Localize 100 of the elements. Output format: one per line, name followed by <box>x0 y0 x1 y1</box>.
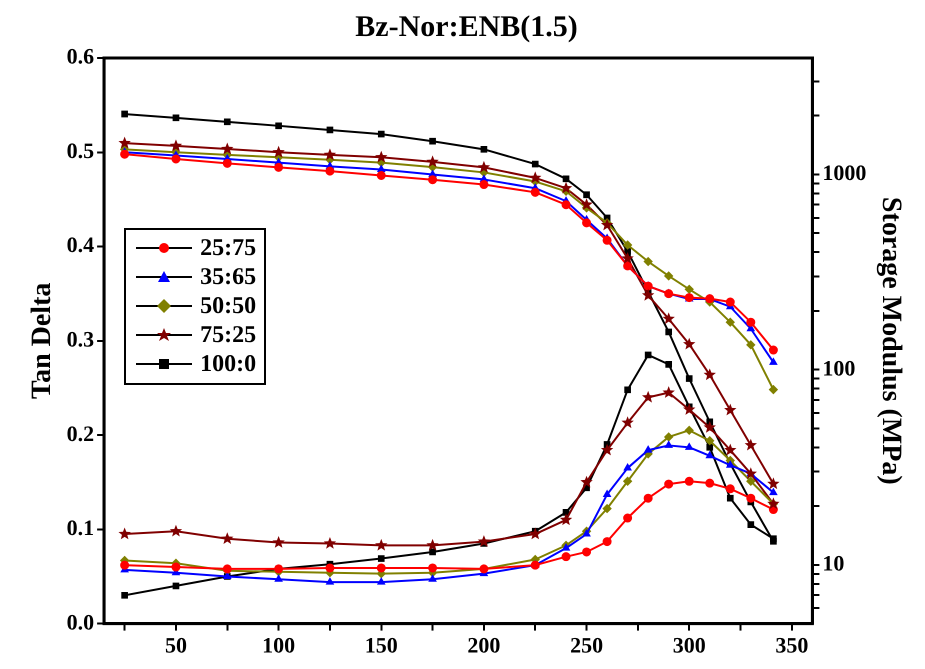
point <box>706 444 714 451</box>
point <box>746 318 756 327</box>
point <box>562 544 570 551</box>
point <box>562 200 571 210</box>
point <box>221 532 234 544</box>
point <box>726 318 735 327</box>
point <box>644 257 653 266</box>
point <box>769 358 778 365</box>
point <box>172 114 180 122</box>
point <box>767 477 780 490</box>
point <box>747 521 754 528</box>
point <box>664 432 674 442</box>
point <box>705 436 714 446</box>
point <box>121 110 128 118</box>
point <box>580 198 593 210</box>
point <box>726 484 735 494</box>
point <box>623 514 632 523</box>
point <box>623 240 632 250</box>
point <box>325 166 334 176</box>
point <box>324 536 336 549</box>
point <box>560 513 572 526</box>
point <box>377 578 386 585</box>
point <box>684 284 694 294</box>
point <box>118 528 131 540</box>
point <box>120 150 130 159</box>
point <box>426 538 439 551</box>
point <box>624 464 632 471</box>
point <box>600 444 614 456</box>
y-tick-label: 0.4 <box>66 232 94 258</box>
point <box>746 494 756 503</box>
point <box>644 494 653 503</box>
point <box>642 288 654 301</box>
point <box>746 476 756 486</box>
point <box>769 488 778 496</box>
point <box>326 126 334 134</box>
point <box>724 444 736 456</box>
point <box>172 582 180 590</box>
point <box>744 467 757 479</box>
legend-label: 75:25 <box>200 322 256 349</box>
point <box>582 547 592 556</box>
point <box>684 476 694 486</box>
y-tick-label: 0.5 <box>66 138 94 163</box>
point <box>768 385 778 394</box>
point <box>602 537 612 546</box>
point <box>562 552 571 562</box>
point <box>770 535 777 542</box>
point <box>704 421 716 433</box>
legend-label: 50:50 <box>200 292 256 320</box>
point <box>375 150 388 163</box>
point <box>274 162 284 172</box>
point <box>224 118 231 126</box>
point <box>532 160 539 168</box>
x-tick-label: 300 <box>672 632 706 658</box>
point <box>726 298 735 307</box>
legend-label: 35:65 <box>200 264 256 291</box>
point <box>170 524 182 536</box>
y2-tick-label: 10 <box>822 550 844 576</box>
point <box>706 451 714 458</box>
point <box>428 563 438 572</box>
y-tick-label: 0.2 <box>66 420 94 446</box>
point <box>562 175 570 182</box>
point <box>426 155 439 168</box>
x-tick-label: 100 <box>262 632 296 658</box>
point <box>121 592 128 599</box>
point <box>428 175 438 184</box>
point <box>623 476 632 486</box>
point <box>222 158 232 168</box>
point <box>724 404 736 416</box>
point <box>768 346 778 355</box>
y-tick-label: 0.3 <box>66 326 94 352</box>
x-tick-label: 250 <box>570 632 604 658</box>
point <box>529 171 542 184</box>
chart-title: Bz-Nor:ENB(1.5) <box>355 10 578 43</box>
x-tick-label: 350 <box>775 632 808 658</box>
point <box>580 476 593 488</box>
point <box>644 446 652 453</box>
point <box>171 562 180 572</box>
y2-tick-label: 1000 <box>822 160 866 186</box>
point <box>429 138 436 145</box>
point <box>602 504 612 514</box>
point <box>664 440 673 448</box>
point <box>478 535 490 547</box>
point <box>376 170 386 180</box>
point <box>325 563 334 572</box>
x-tick-label: 200 <box>467 632 500 658</box>
point <box>272 146 285 158</box>
point <box>326 578 334 585</box>
point <box>120 560 130 570</box>
point <box>664 271 674 280</box>
x-tick-label: 50 <box>164 632 187 658</box>
point <box>428 574 437 582</box>
y-axis-title: Tan Delta <box>26 282 58 400</box>
point <box>600 218 614 230</box>
point <box>529 528 542 540</box>
point <box>683 338 696 350</box>
point <box>478 160 490 173</box>
y-tick-label: 0.6 <box>66 44 94 69</box>
point <box>662 312 675 324</box>
point <box>685 442 694 450</box>
y-tick-label: 0.1 <box>66 515 94 540</box>
